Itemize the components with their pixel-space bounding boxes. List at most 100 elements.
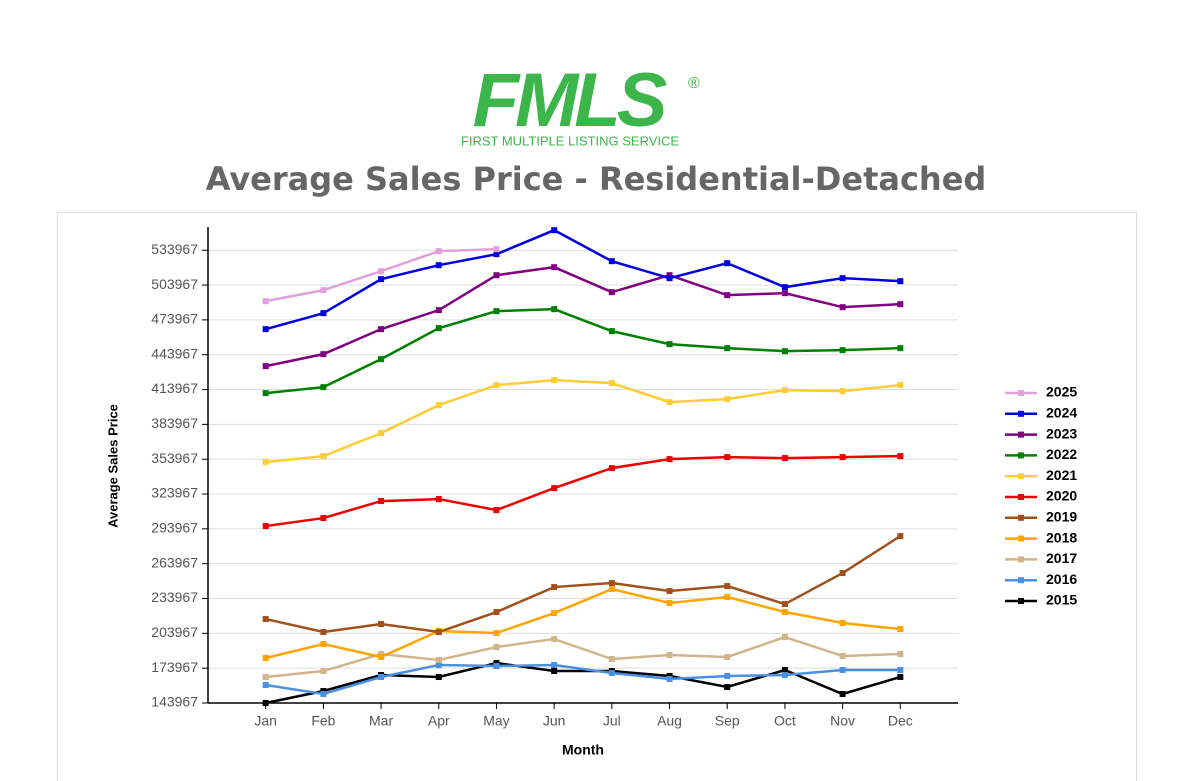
legend-label: 2023 — [1046, 425, 1077, 441]
point — [781, 455, 788, 462]
legend-marker — [1018, 452, 1024, 459]
point — [262, 616, 269, 623]
point — [493, 630, 500, 637]
point — [724, 654, 731, 661]
legend-label: 2024 — [1046, 405, 1077, 421]
point — [608, 670, 615, 677]
series-line — [265, 587, 901, 660]
point — [378, 498, 385, 505]
point — [608, 465, 615, 472]
point — [897, 667, 904, 674]
point — [262, 682, 269, 689]
point — [493, 308, 500, 315]
point — [262, 326, 269, 333]
series-line — [265, 228, 901, 331]
y-tick-label: 503967 — [151, 276, 198, 292]
point — [320, 515, 327, 522]
legend-label: 2016 — [1046, 571, 1077, 587]
point — [897, 626, 904, 633]
y-tick-label: 533967 — [151, 241, 198, 257]
point — [608, 580, 615, 587]
legend-label: 2022 — [1046, 446, 1077, 462]
point — [320, 641, 327, 648]
point — [493, 609, 500, 616]
point — [551, 264, 558, 271]
y-tick-label: 413967 — [151, 380, 198, 396]
point — [320, 287, 327, 294]
point — [435, 402, 442, 409]
point — [897, 345, 904, 352]
x-tick-label: Nov — [830, 713, 855, 729]
point — [378, 356, 385, 363]
legend-label: 2017 — [1046, 550, 1077, 566]
logo-mark: FMLS — [473, 58, 667, 143]
point — [435, 248, 442, 255]
logo-registered: ® — [688, 75, 700, 92]
y-tick-label: 323967 — [151, 485, 198, 501]
point — [666, 600, 673, 607]
point — [493, 251, 500, 258]
point — [724, 454, 731, 461]
point — [262, 655, 269, 662]
point — [493, 507, 500, 514]
x-tick-label: Dec — [888, 713, 913, 729]
point — [551, 668, 558, 675]
point — [666, 588, 673, 595]
point — [839, 275, 846, 282]
legend-label: 2018 — [1046, 529, 1077, 545]
point — [608, 656, 615, 663]
point — [435, 262, 442, 269]
point — [551, 227, 558, 234]
point — [608, 380, 615, 387]
point — [320, 351, 327, 358]
point — [435, 496, 442, 503]
legend-marker — [1018, 577, 1024, 584]
x-tick-label: Jul — [603, 713, 621, 729]
y-tick-label: 233967 — [151, 589, 198, 605]
series-line — [265, 663, 901, 696]
point — [724, 345, 731, 352]
y-tick-label: 143967 — [151, 694, 198, 710]
point — [666, 341, 673, 348]
series-line — [265, 378, 901, 464]
point — [493, 272, 500, 279]
logo-tagline: FIRST MULTIPLE LISTING SERVICE — [461, 133, 679, 148]
point — [608, 586, 615, 593]
point — [320, 453, 327, 460]
point — [435, 662, 442, 669]
chart-title: Average Sales Price - Residential-Detach… — [206, 160, 987, 198]
point — [781, 348, 788, 355]
point — [781, 290, 788, 297]
series-line — [265, 265, 901, 368]
point — [493, 644, 500, 651]
point — [839, 388, 846, 395]
x-tick-label: Apr — [428, 713, 450, 729]
y-axis-label: Average Sales Price — [105, 404, 120, 528]
point — [320, 691, 327, 698]
x-tick-label: Aug — [657, 713, 682, 729]
y-tick-label: 203967 — [151, 624, 198, 640]
series-line — [265, 307, 901, 395]
point — [262, 674, 269, 681]
point — [608, 258, 615, 265]
x-tick-label: Sep — [715, 713, 740, 729]
legend-marker — [1018, 598, 1024, 604]
point — [897, 278, 904, 285]
x-axis-label: Month — [562, 742, 604, 758]
point — [781, 672, 788, 679]
y-tick-label: 353967 — [151, 450, 198, 466]
x-tick-label: Feb — [311, 713, 335, 729]
point — [897, 382, 904, 389]
chart-frame — [57, 212, 1137, 781]
y-tick-label: 473967 — [151, 311, 198, 327]
y-tick-label: 293967 — [151, 520, 198, 536]
point — [897, 674, 904, 681]
point — [378, 276, 385, 283]
y-tick-label: 173967 — [151, 659, 198, 675]
legend-label: 2019 — [1046, 509, 1077, 525]
point — [493, 246, 500, 253]
point — [839, 667, 846, 674]
point — [724, 594, 731, 601]
